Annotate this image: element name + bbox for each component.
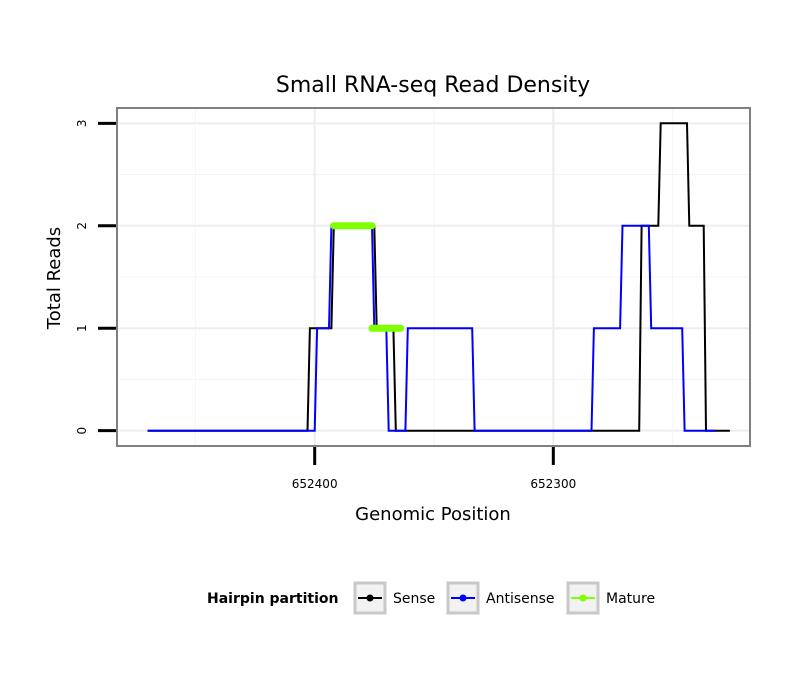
legend-label-sense: Sense bbox=[393, 591, 435, 607]
chart-title: Small RNA-seq Read Density bbox=[276, 73, 590, 98]
y-axis-title: Total Reads bbox=[44, 227, 65, 330]
legend-items: Sense Antisense Mature bbox=[353, 581, 655, 615]
legend-key-dot-mature bbox=[579, 594, 587, 602]
legend-label-antisense: Antisense bbox=[486, 591, 555, 607]
grid bbox=[119, 109, 749, 445]
series-lines bbox=[147, 122, 730, 432]
y-axis-ticks: 0 1 2 3 bbox=[75, 120, 116, 435]
legend-title: Hairpin partition bbox=[207, 591, 338, 607]
legend: Hairpin partition Sense Antisense Mature bbox=[207, 581, 655, 615]
x-tick-label: 652400 bbox=[292, 477, 338, 491]
x-axis-title: Genomic Position bbox=[355, 504, 511, 525]
series-line-antisense bbox=[147, 224, 716, 432]
legend-label-mature: Mature bbox=[606, 591, 655, 607]
legend-key-dot-sense bbox=[366, 594, 374, 602]
y-tick-label: 3 bbox=[75, 120, 89, 128]
x-tick-label: 652300 bbox=[530, 477, 576, 491]
y-tick-label: 0 bbox=[75, 427, 89, 435]
y-tick-label: 2 bbox=[75, 222, 89, 230]
legend-key-dot-antisense bbox=[459, 594, 467, 602]
plot-panel bbox=[116, 107, 751, 447]
y-tick-label: 1 bbox=[75, 324, 89, 332]
x-axis-ticks: 652400 652300 bbox=[292, 447, 576, 491]
